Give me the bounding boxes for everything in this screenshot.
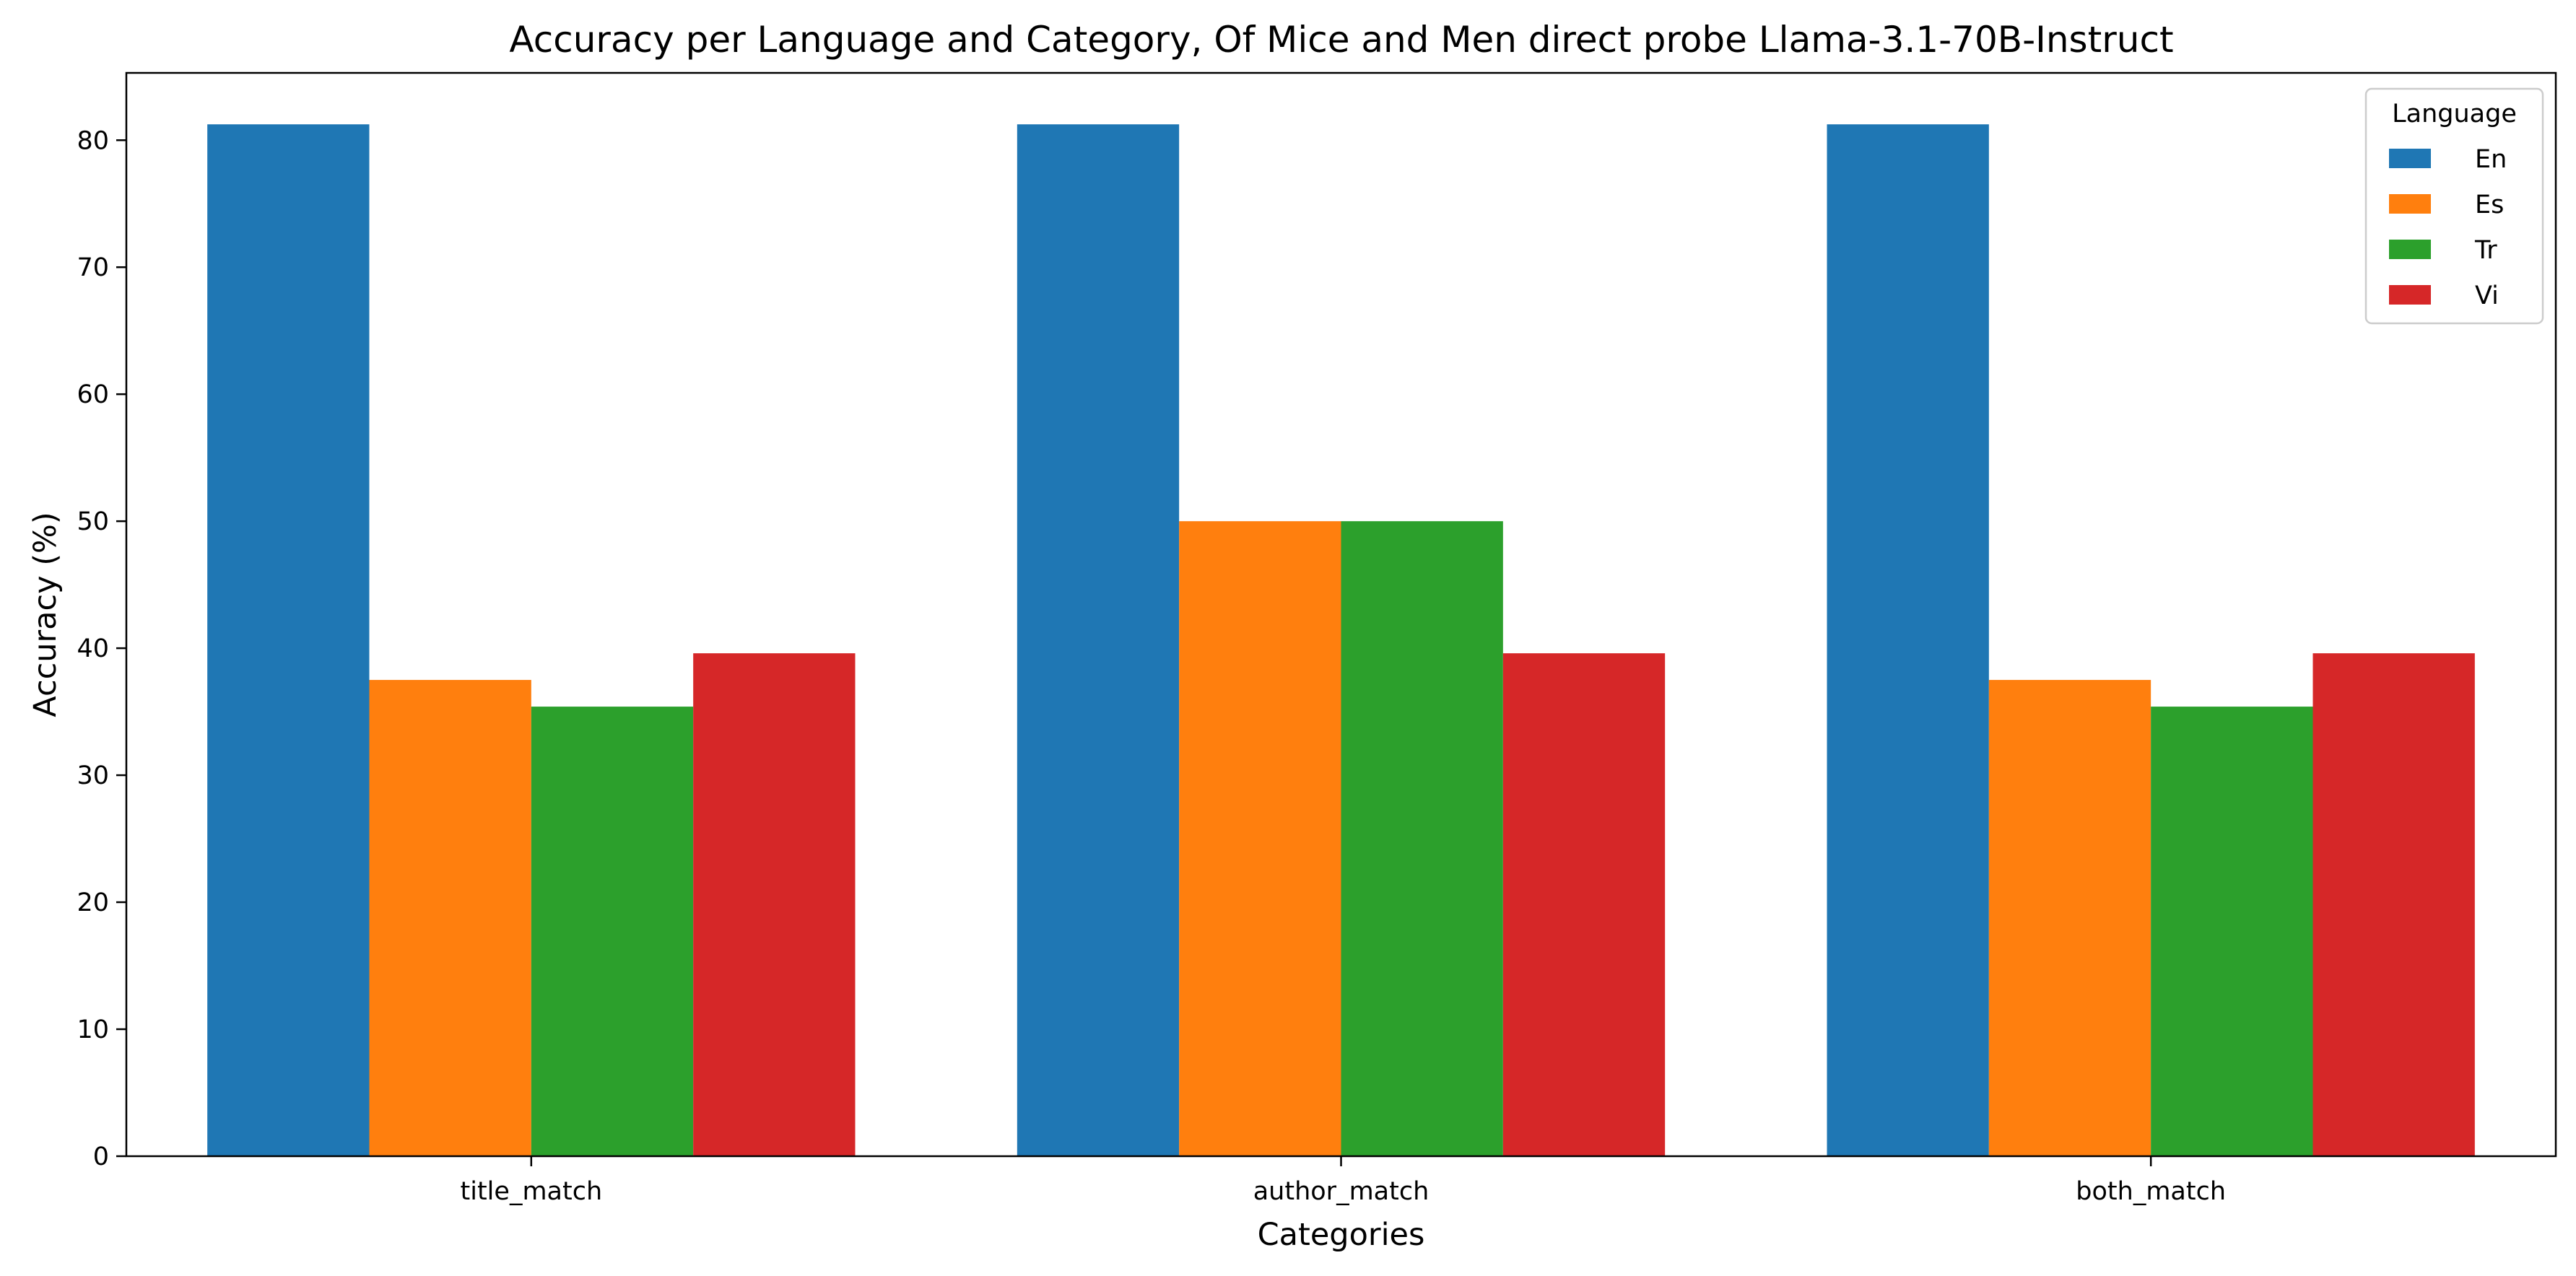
legend: Language En Es Tr Vi [2364,87,2544,325]
chart-title: Accuracy per Language and Category, Of M… [509,19,2173,61]
x-tick-label: both_match [2076,1177,2226,1206]
x-axis: title_match author_match both_match [461,1156,2226,1206]
legend-label-tr: Tr [2474,236,2497,265]
bar-vi-both_match [2312,653,2475,1156]
bar-tr-both_match [2151,707,2313,1156]
bar-vi-author_match [1502,653,1666,1156]
y-tick-label: 40 [77,634,109,663]
legend-box [2364,87,2544,325]
y-axis: 0 10 20 30 40 50 60 70 80 [77,126,126,1171]
bar-tr-title_match [531,707,694,1156]
y-tick-label: 0 [93,1142,109,1171]
y-axis-label: Accuracy (%) [27,512,64,717]
legend-swatch-tr [2389,240,2431,259]
x-tick-label: author_match [1253,1177,1430,1206]
legend-title: Language [2392,100,2517,128]
bar-tr-author_match [1341,521,1503,1156]
y-tick-label: 70 [77,253,109,282]
bar-es-both_match [1988,680,2151,1156]
legend-label-vi: Vi [2475,281,2499,310]
bar-vi-title_match [693,653,856,1156]
y-tick-label: 10 [77,1015,109,1044]
x-tick-label: title_match [461,1177,603,1206]
y-tick-label: 50 [77,507,109,536]
bar-en-both_match [1827,124,1989,1156]
bar-es-author_match [1179,521,1341,1156]
bars-group [207,124,2475,1156]
x-axis-label: Categories [1258,1217,1425,1253]
legend-swatch-en [2389,149,2431,168]
legend-swatch-es [2389,194,2431,214]
plot-frame [125,71,2557,1158]
bar-en-title_match [207,124,370,1156]
legend-label-en: En [2475,145,2507,174]
y-tick-label: 80 [77,126,109,155]
bar-es-title_match [369,680,531,1156]
y-tick-label: 20 [77,888,109,917]
y-tick-label: 30 [77,761,109,790]
legend-swatch-vi [2389,285,2431,305]
y-tick-label: 60 [77,380,109,409]
legend-label-es: Es [2475,191,2504,219]
bar-en-author_match [1017,124,1180,1156]
